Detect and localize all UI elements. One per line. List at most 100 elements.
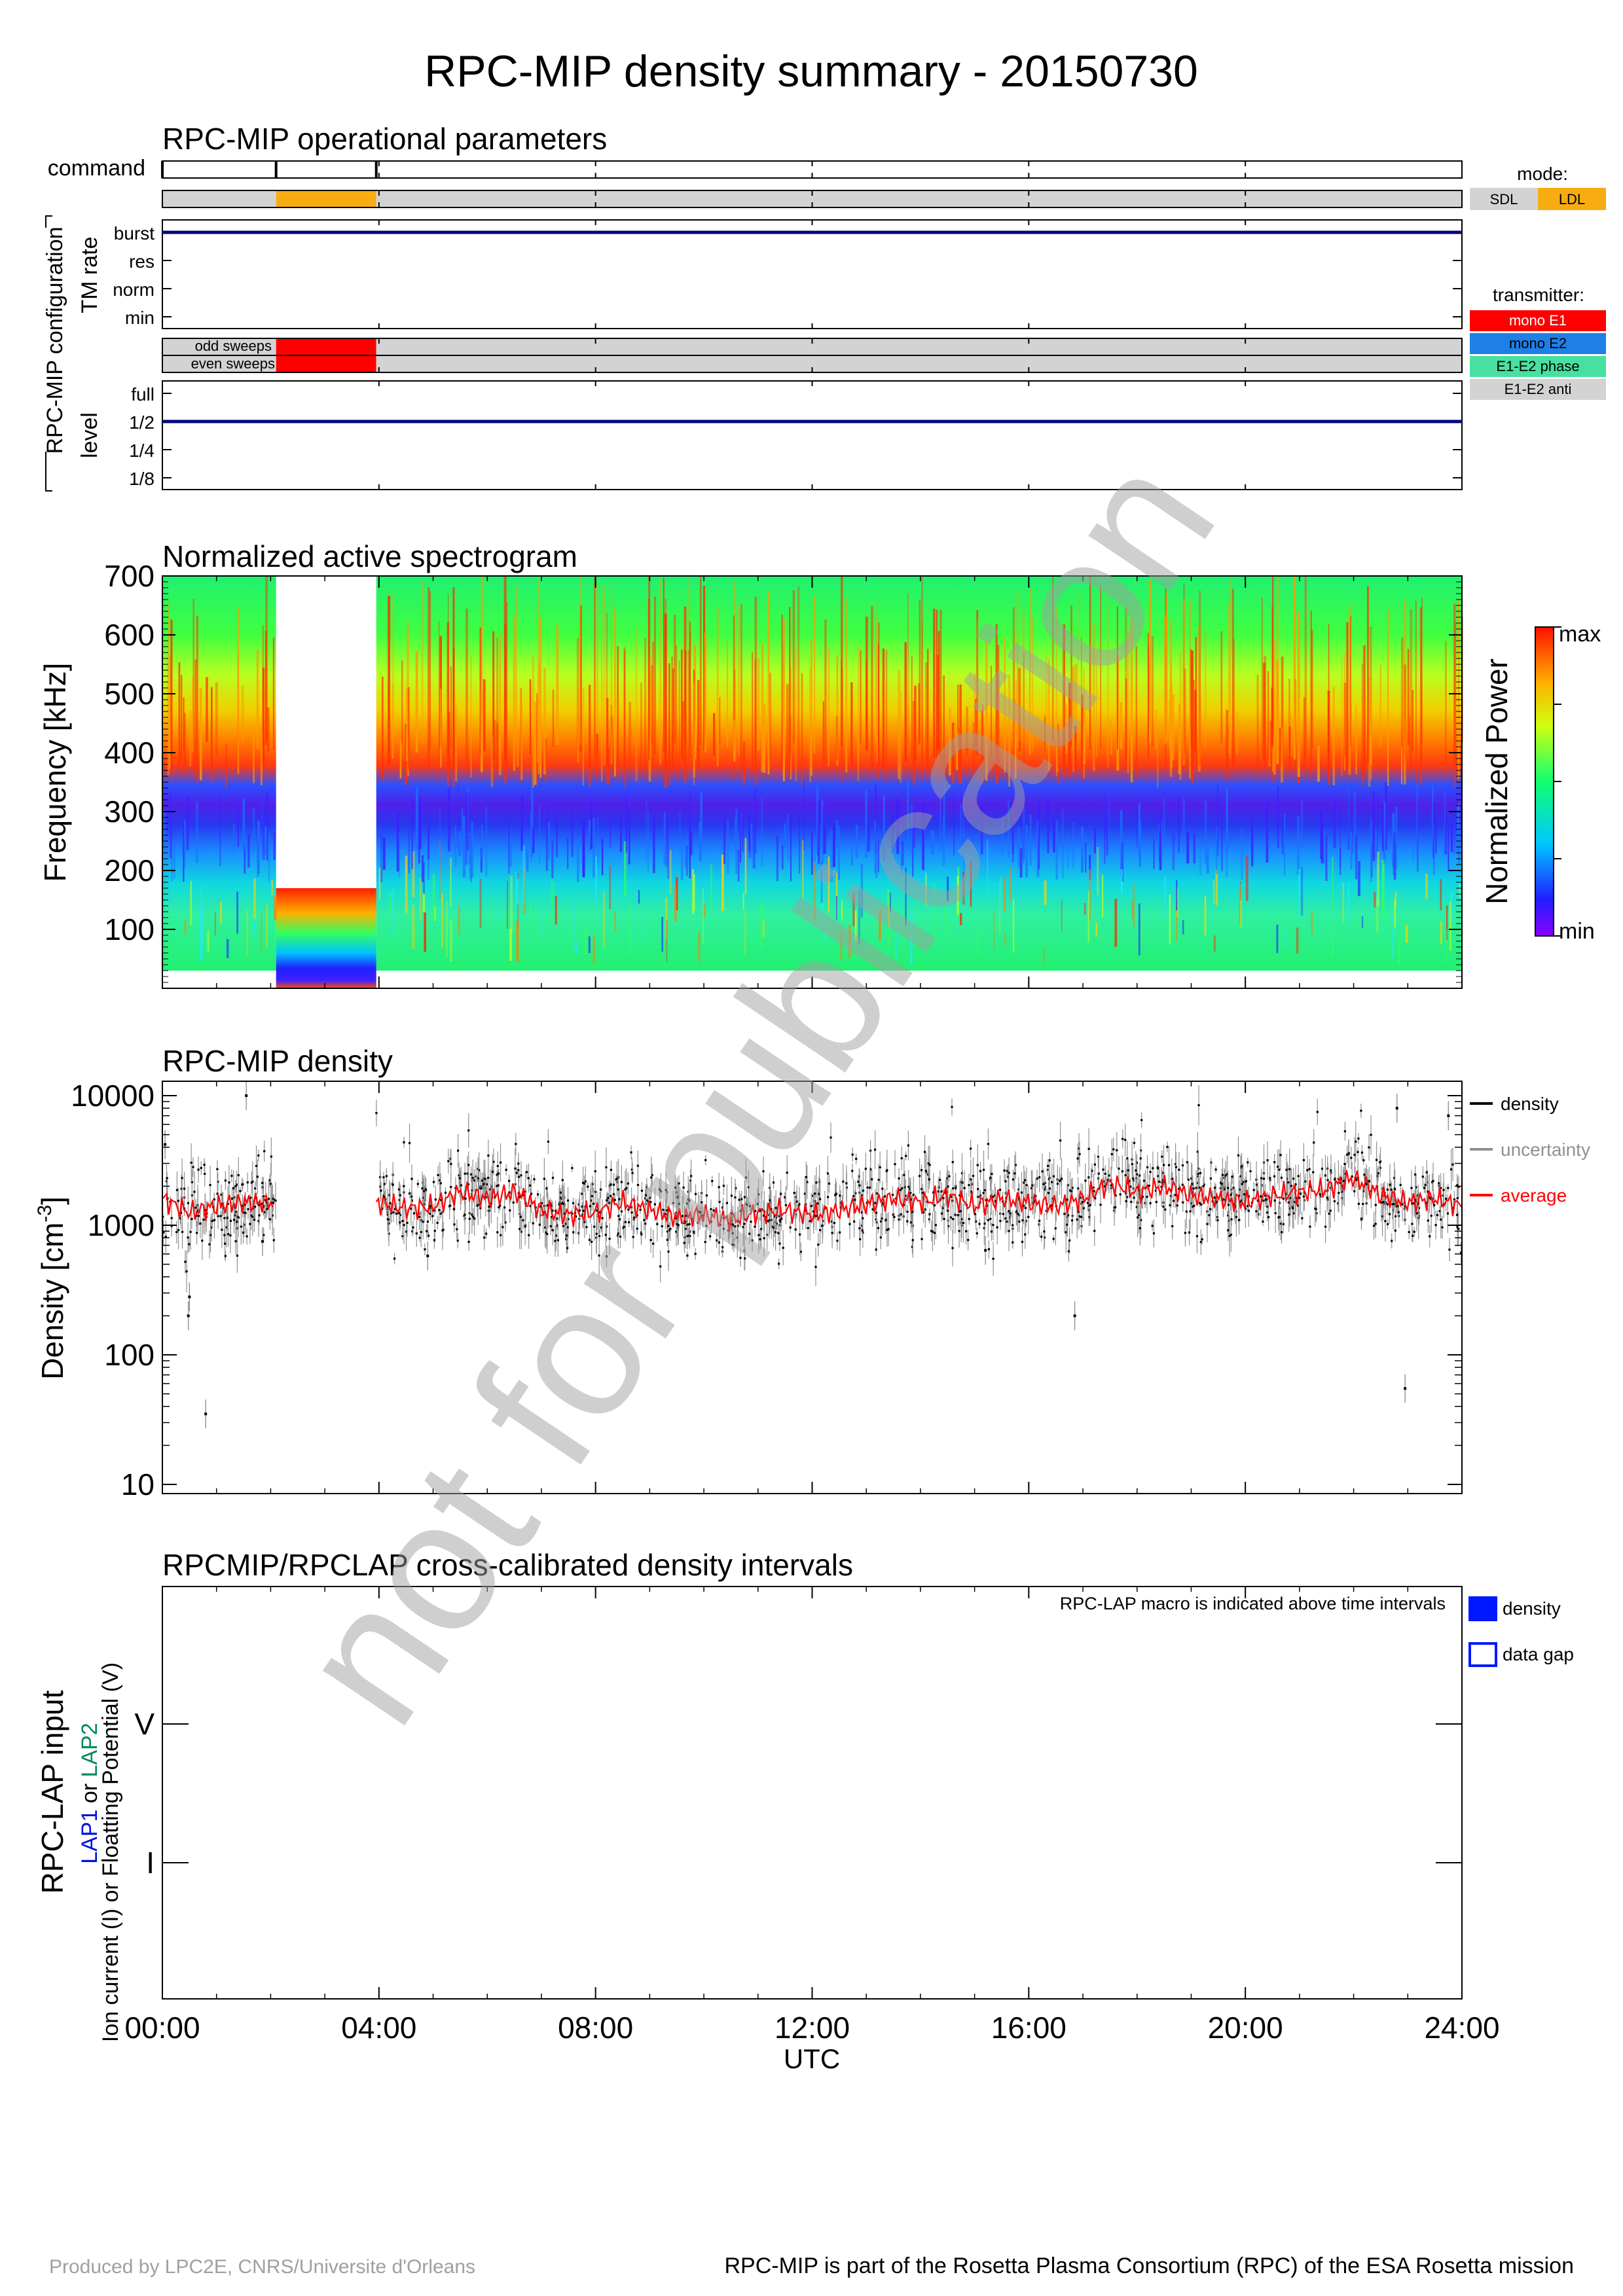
- density-point: [589, 1205, 592, 1208]
- density-point: [962, 1221, 965, 1225]
- spectrogram-streak: [539, 618, 542, 778]
- spectrogram-streak: [1393, 832, 1395, 876]
- spectrogram-streak: [163, 810, 166, 851]
- spectrogram-streak: [1084, 903, 1086, 915]
- spectrogram-streak: [590, 801, 593, 850]
- density-point: [1077, 1210, 1080, 1213]
- density-point: [1108, 1174, 1110, 1177]
- density-point: [422, 1181, 424, 1184]
- density-point: [268, 1179, 271, 1182]
- tm-tick-label: burst: [114, 223, 155, 243]
- spectrogram-streak: [960, 803, 962, 848]
- spectrogram-streak: [875, 834, 878, 878]
- density-point: [1316, 1111, 1319, 1113]
- spectrogram-streak: [260, 732, 263, 785]
- density-point: [234, 1240, 237, 1243]
- density-point: [921, 1238, 923, 1240]
- spectrogram-streak: [458, 831, 462, 857]
- spectrogram-streak: [740, 604, 742, 779]
- spectrogram-streak: [1012, 607, 1015, 770]
- density-point: [1149, 1202, 1152, 1204]
- density-point: [694, 1193, 697, 1195]
- spectrogram-streak: [943, 779, 945, 848]
- spectrogram-streak: [902, 841, 904, 866]
- density-point: [805, 1175, 807, 1179]
- density-point: [1114, 1194, 1117, 1197]
- spectrogram-streak: [1361, 916, 1364, 929]
- density-point: [605, 1225, 608, 1228]
- density-point: [653, 1203, 657, 1206]
- spectrogram-streak: [422, 892, 425, 913]
- density-point: [426, 1254, 429, 1257]
- spectrogram-streak: [667, 819, 669, 880]
- density-point: [1087, 1176, 1090, 1179]
- spectrogram-streak: [1269, 721, 1271, 764]
- density-legend-label: density: [1501, 1094, 1559, 1114]
- density-point: [963, 1187, 966, 1189]
- density-point: [1425, 1171, 1428, 1174]
- density-point: [1003, 1169, 1006, 1172]
- density-point: [467, 1129, 470, 1132]
- spectrogram-streak: [1323, 830, 1325, 865]
- density-point: [610, 1168, 612, 1171]
- density-point: [1195, 1187, 1197, 1189]
- spectrogram-streak: [1116, 606, 1118, 749]
- spectrogram-streak: [1077, 588, 1079, 750]
- density-point: [1076, 1218, 1078, 1221]
- density-point: [1186, 1161, 1188, 1164]
- density-point: [1130, 1200, 1133, 1203]
- density-point: [871, 1208, 874, 1211]
- spectrogram-streak: [582, 688, 585, 786]
- density-point: [736, 1236, 739, 1239]
- density-point: [1394, 1229, 1396, 1232]
- spectrogram-streak: [895, 932, 897, 960]
- density-point: [931, 1230, 934, 1233]
- spectrogram-streak: [1131, 901, 1135, 920]
- density-point: [775, 1207, 777, 1210]
- spectrogram-streak: [991, 666, 992, 757]
- spectrogram-streak: [638, 889, 640, 904]
- spectrogram-streak: [1085, 842, 1087, 873]
- density-point: [538, 1223, 541, 1226]
- density-point: [591, 1240, 593, 1243]
- spectrogram-streak: [1453, 603, 1456, 764]
- density-point: [821, 1225, 824, 1227]
- density-point: [270, 1201, 273, 1204]
- density-point: [425, 1189, 428, 1191]
- density-point: [1002, 1213, 1005, 1215]
- density-point: [1006, 1220, 1008, 1223]
- density-point: [610, 1194, 612, 1197]
- density-point: [1412, 1234, 1414, 1237]
- density-point: [432, 1181, 435, 1183]
- density-point: [859, 1238, 862, 1240]
- density-point: [1161, 1179, 1163, 1181]
- density-point: [630, 1151, 632, 1154]
- density-point: [976, 1232, 978, 1234]
- density-point: [1329, 1210, 1332, 1212]
- density-point: [467, 1240, 470, 1244]
- density-point: [223, 1234, 226, 1236]
- density-point: [1247, 1161, 1249, 1164]
- spectrogram-streak: [1374, 891, 1376, 908]
- density-point: [722, 1227, 725, 1230]
- density-point: [551, 1176, 555, 1179]
- spectrogram-streak: [577, 720, 579, 762]
- density-point: [1132, 1177, 1135, 1180]
- spectrogram-streak: [867, 821, 870, 852]
- spectrogram-streak: [1043, 948, 1045, 965]
- spectrogram-streak: [449, 920, 452, 962]
- spectrogram-streak: [538, 580, 540, 744]
- spectrogram-streak: [1241, 829, 1243, 880]
- spectrogram-streak: [192, 599, 194, 775]
- density-point: [244, 1211, 247, 1214]
- density-point: [1302, 1158, 1305, 1162]
- spectrogram-streak: [1284, 932, 1287, 949]
- spectrogram-streak: [836, 895, 837, 920]
- spectrogram-streak: [877, 840, 879, 872]
- density-point: [201, 1240, 204, 1242]
- spectrogram-streak: [820, 865, 824, 910]
- spectrogram-streak: [1444, 792, 1446, 852]
- spectrogram-streak: [1233, 638, 1235, 780]
- spectrogram-streak: [1213, 935, 1216, 952]
- density-point: [556, 1224, 558, 1227]
